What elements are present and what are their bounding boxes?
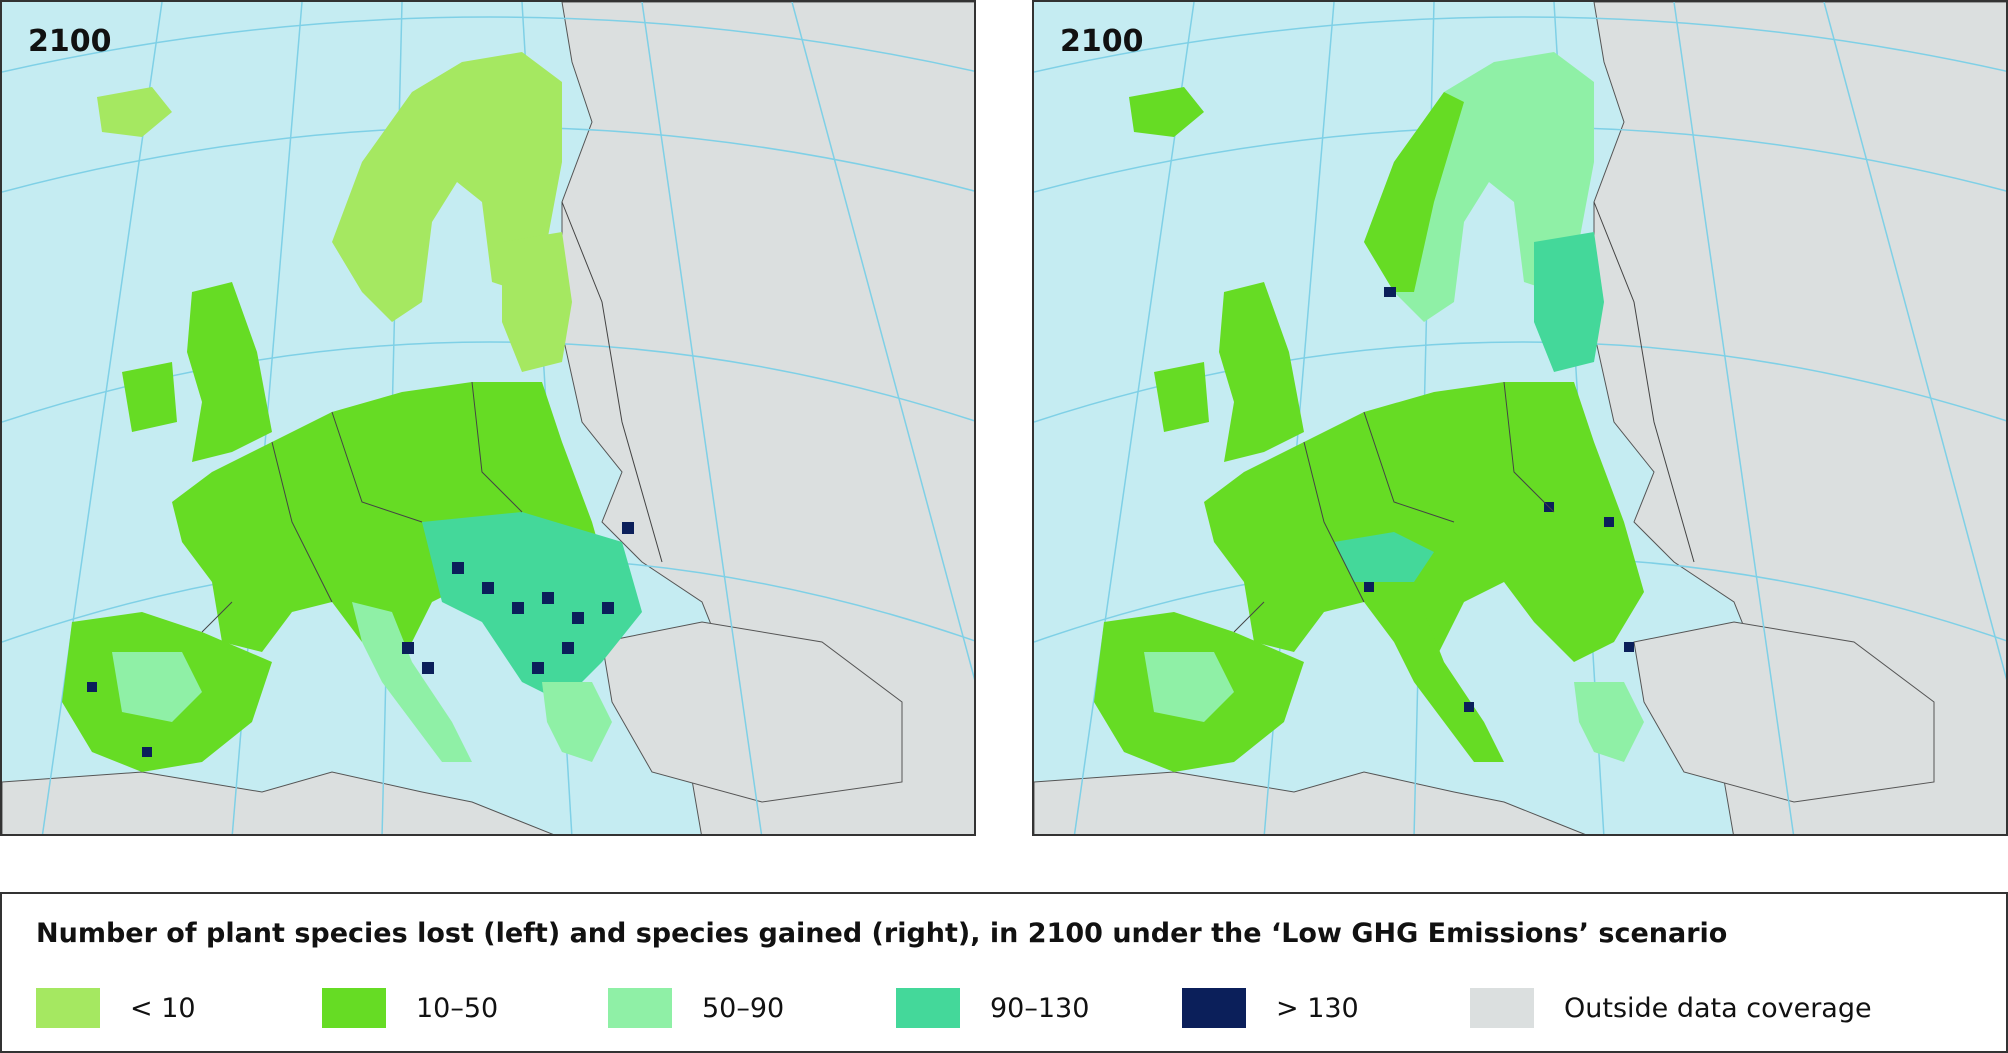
legend-swatch-gt130 [1182, 988, 1246, 1028]
outside-russia [1593, 2, 2006, 834]
land-spain-center [112, 652, 202, 722]
legend-label-gt130: > 130 [1276, 992, 1359, 1024]
legend-item-90-130: 90–130 [896, 988, 1089, 1028]
map-species-gained [1034, 2, 2006, 834]
land-italy [352, 602, 472, 762]
legend-item-lt10: < 10 [36, 988, 196, 1028]
land-finland-baltic [1534, 232, 1604, 372]
legend-item-outside: Outside data coverage [1470, 988, 1872, 1028]
hotspots-high [87, 522, 634, 757]
land-ireland [1154, 362, 1209, 432]
outside-turkey [601, 621, 903, 803]
land-central-europe [1204, 382, 1644, 662]
outside-north-africa [2, 771, 554, 834]
land-greece [1574, 682, 1644, 762]
land-alps [1334, 532, 1434, 582]
land-norway-coast [1364, 92, 1464, 292]
country-borders [201, 201, 663, 633]
legend-item-50-90: 50–90 [608, 988, 784, 1028]
land-iceland [1129, 87, 1204, 137]
legend-label-lt10: < 10 [130, 992, 196, 1024]
legend-item-gt130: > 130 [1182, 988, 1359, 1028]
land-greece [542, 682, 612, 762]
legend-swatch-50-90 [608, 988, 672, 1028]
map-panel-species-lost: 2100 [0, 0, 976, 836]
legend-label-outside: Outside data coverage [1564, 992, 1872, 1024]
legend-label-50-90: 50–90 [702, 992, 785, 1024]
land-britain [187, 282, 272, 462]
outside-north-africa [1034, 771, 1586, 834]
land-balkans-high [422, 512, 642, 702]
land-iceland [97, 87, 172, 137]
legend-title: Number of plant species lost (left) and … [36, 918, 1728, 949]
land-ireland [122, 362, 177, 432]
legend-label-10-50: 10–50 [416, 992, 499, 1024]
land-italy [1384, 602, 1504, 762]
outside-turkey [1633, 621, 1935, 803]
legend-item-10-50: 10–50 [322, 988, 498, 1028]
legend-swatch-lt10 [36, 988, 100, 1028]
legend-swatch-outside [1470, 988, 1534, 1028]
legend-swatch-10-50 [322, 988, 386, 1028]
country-borders [1233, 201, 1695, 633]
land-britain [1219, 282, 1304, 462]
map-panel-species-gained: 2100 [1032, 0, 2008, 836]
land-finland-baltic [502, 232, 572, 372]
land-spain-center [1144, 652, 1234, 722]
legend-swatch-90-130 [896, 988, 960, 1028]
map-year-label-right: 2100 [1060, 24, 1144, 59]
legend: Number of plant species lost (left) and … [0, 892, 2008, 1053]
map-species-lost [2, 2, 974, 834]
legend-label-90-130: 90–130 [990, 992, 1090, 1024]
map-year-label-left: 2100 [28, 24, 112, 59]
